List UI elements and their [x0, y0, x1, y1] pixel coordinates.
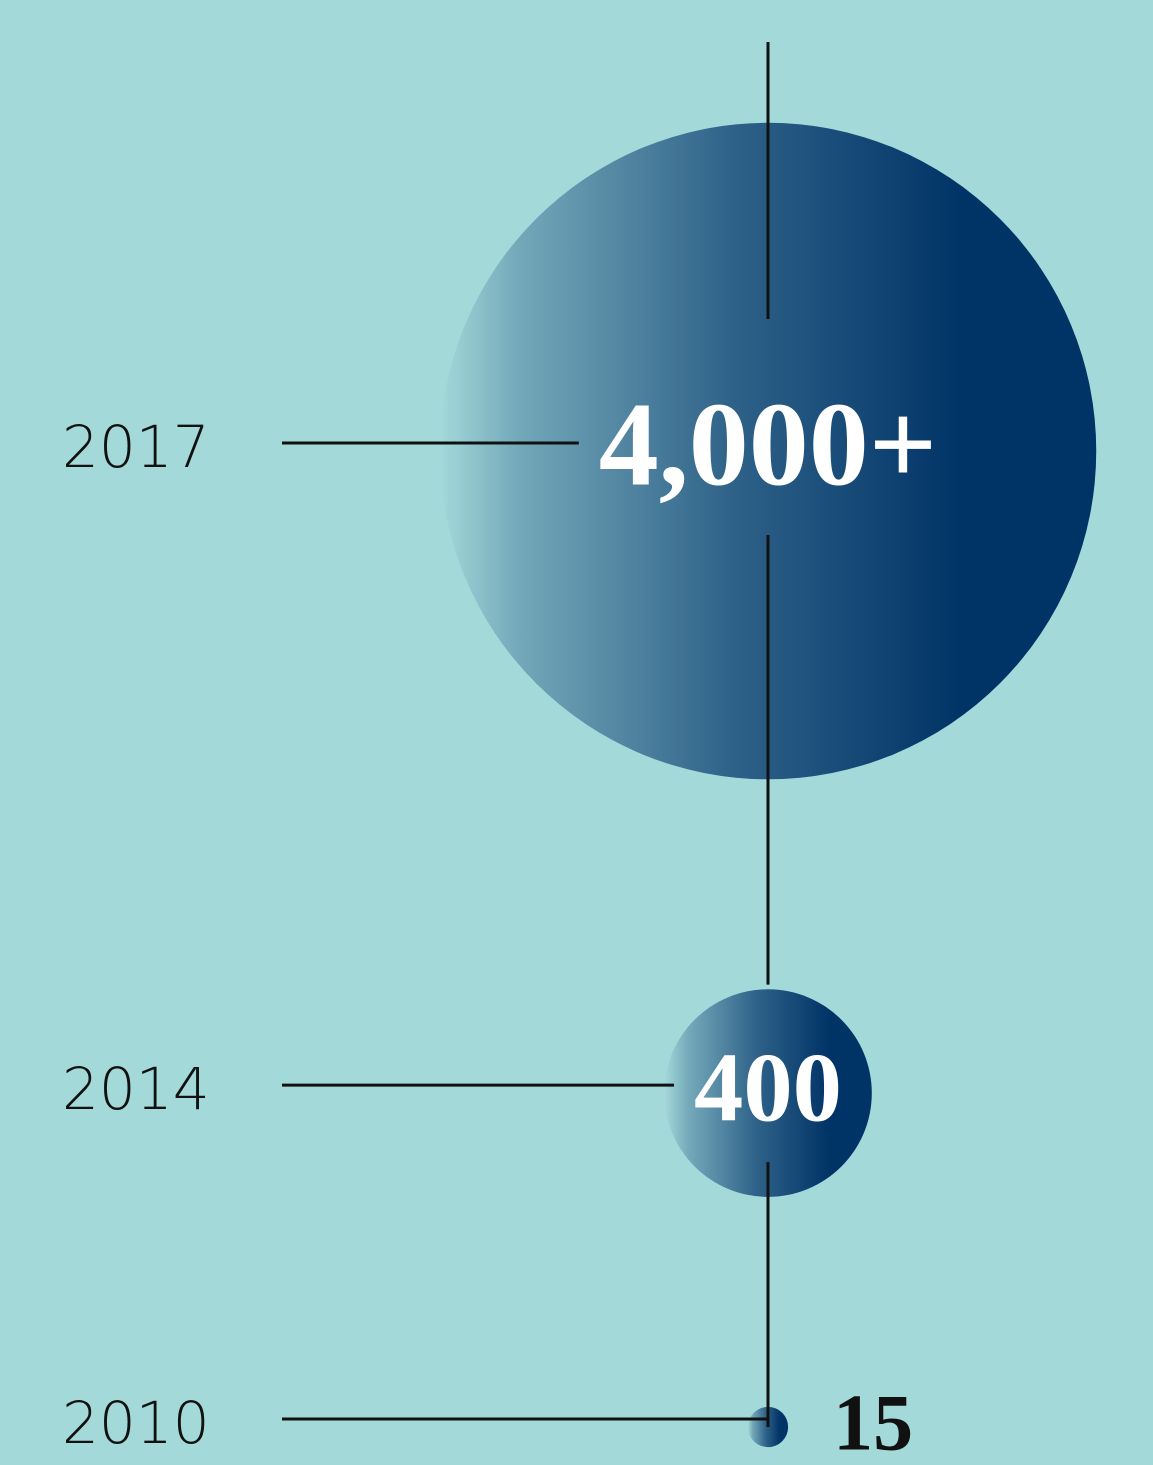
value-label: 4,000+ — [599, 378, 937, 511]
year-label: 2014 — [62, 1055, 210, 1123]
bubble — [664, 989, 872, 1197]
bubble — [439, 122, 1097, 780]
year-label: 2017 — [62, 413, 210, 481]
value-label: 15 — [833, 1379, 913, 1465]
value-label: 400 — [694, 1034, 842, 1143]
year-label: 2010 — [62, 1389, 210, 1457]
